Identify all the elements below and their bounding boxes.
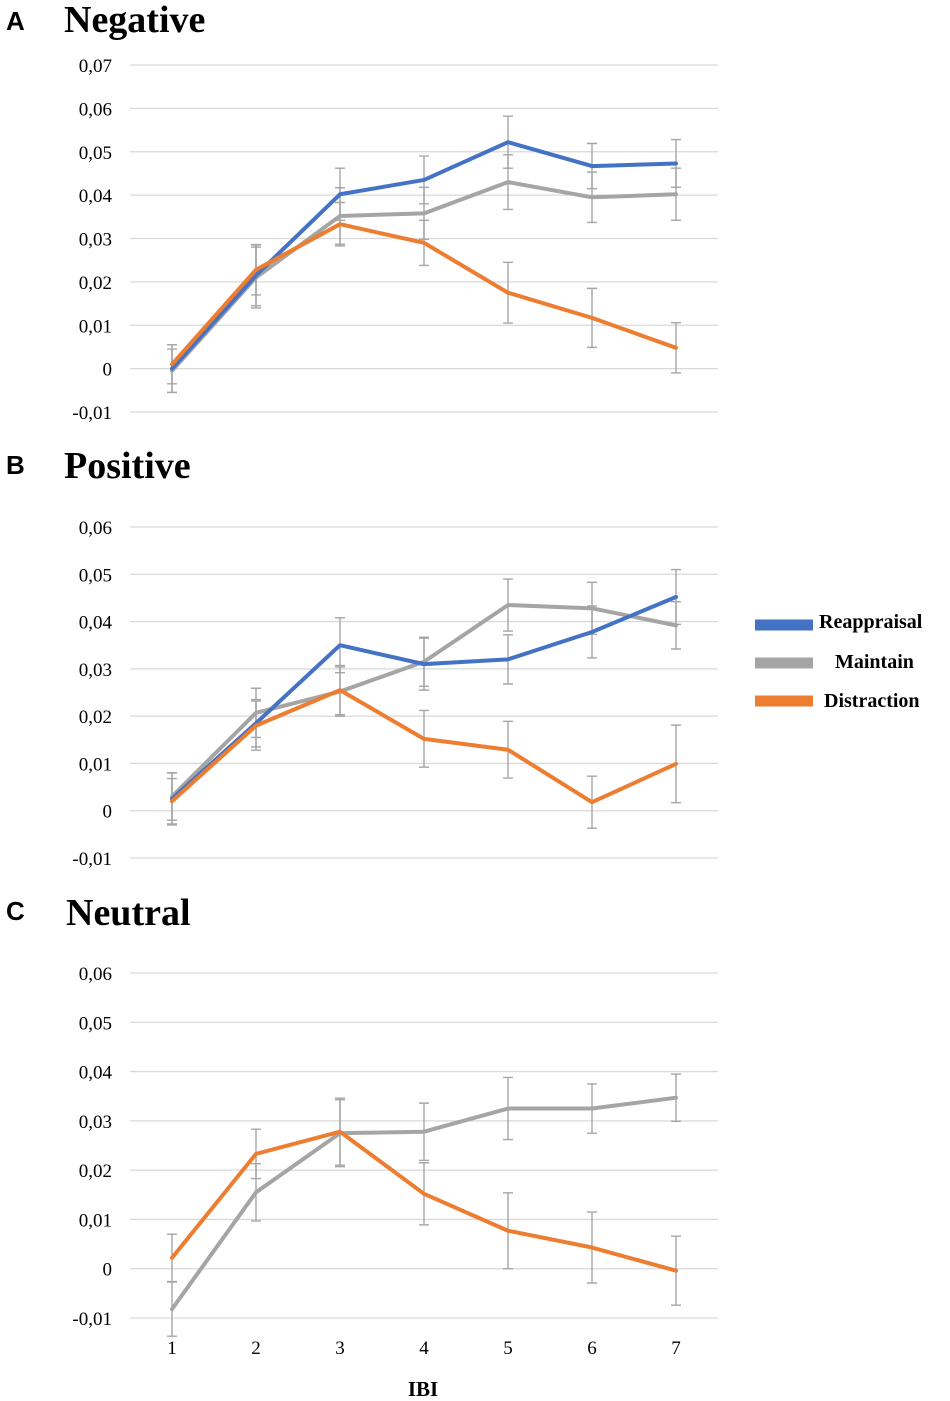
series-line-maintain-neutral	[170, 1095, 678, 1312]
x-tick-label-neutral: 4	[419, 1338, 429, 1359]
panel-negative: A Negative -0,01 0 0,01 0,02 0,03 0,04 0,05 0,0…	[6, 0, 718, 424]
plot-area-positive: -0,01 0 0,01 0,02 0,03 0,04 0,05 0,06	[72, 518, 718, 870]
y-tick-label-neutral: 0,03	[79, 1112, 112, 1133]
panel-neutral: C Neutral -0,01 0 0,01 0,02 0,03 0,04 0,05 0,06…	[6, 892, 718, 1359]
panel-letter-b: B	[6, 450, 25, 480]
y-tick-label-positive: 0,06	[79, 518, 112, 539]
y-tick-label-positive: 0	[103, 802, 113, 823]
series-line-reappraisal-negative	[170, 140, 678, 371]
y-tick-label-positive: 0,01	[79, 754, 112, 775]
x-tick-label-neutral: 6	[587, 1338, 597, 1359]
y-tick-label-positive: 0,02	[79, 707, 112, 728]
x-tick-label-neutral: 7	[671, 1338, 681, 1359]
legend-item-distraction: Distraction	[755, 690, 920, 712]
y-tick-label-negative: -0,01	[72, 403, 112, 424]
y-tick-label-negative: 0,05	[79, 143, 112, 164]
x-tick-label-neutral: 1	[167, 1338, 177, 1359]
y-tick-label-negative: 0,02	[79, 273, 112, 294]
series-line-distraction-negative	[170, 222, 678, 367]
y-tick-label-negative: 0,06	[79, 99, 112, 120]
panel-title-neutral: Neutral	[66, 892, 191, 934]
x-tick-label-neutral: 5	[503, 1338, 513, 1359]
legend: Reappraisal Maintain Distraction	[755, 611, 923, 712]
legend-label-maintain: Maintain	[835, 651, 914, 673]
legend-label-reappraisal: Reappraisal	[819, 611, 923, 633]
y-tick-label-neutral: -0,01	[72, 1309, 112, 1330]
legend-item-maintain: Maintain	[755, 651, 914, 673]
y-tick-label-neutral: 0,04	[79, 1063, 113, 1084]
panel-positive: B Positive -0,01 0 0,01 0,02 0,03 0,04 0,05 0,0…	[6, 445, 718, 870]
y-tick-label-positive: 0,05	[79, 565, 112, 586]
panel-title-positive: Positive	[64, 445, 191, 487]
y-tick-label-negative: 0	[103, 360, 113, 381]
panel-letter-c: C	[6, 896, 25, 926]
plot-area-neutral: -0,01 0 0,01 0,02 0,03 0,04 0,05 0,06 1 2 3 4 5 6 7	[72, 964, 718, 1359]
x-axis-label: IBI	[408, 1377, 438, 1401]
series-line-reappraisal-positive	[170, 594, 678, 801]
y-tick-label-neutral: 0	[103, 1260, 113, 1281]
y-tick-label-negative: 0,07	[79, 56, 112, 77]
plot-area-negative: -0,01 0 0,01 0,02 0,03 0,04 0,05 0,06 0,07	[72, 56, 718, 424]
y-tick-label-positive: -0,01	[72, 849, 112, 870]
y-tick-label-negative: 0,01	[79, 316, 112, 337]
y-tick-label-positive: 0,03	[79, 660, 112, 681]
y-tick-label-neutral: 0,02	[79, 1161, 112, 1182]
y-tick-label-neutral: 0,01	[79, 1210, 112, 1231]
series-line-distraction-positive	[170, 688, 678, 805]
legend-item-reappraisal: Reappraisal	[755, 611, 923, 633]
y-tick-label-negative: 0,04	[79, 186, 113, 207]
legend-label-distraction: Distraction	[824, 690, 920, 712]
y-tick-label-neutral: 0,06	[79, 964, 112, 985]
x-tick-label-neutral: 3	[335, 1338, 345, 1359]
y-tick-label-neutral: 0,05	[79, 1013, 112, 1034]
series-line-maintain-positive	[170, 603, 678, 799]
x-tick-label-neutral: 2	[251, 1338, 261, 1359]
y-tick-label-positive: 0,04	[79, 613, 113, 634]
series-line-distraction-neutral	[170, 1129, 678, 1273]
y-tick-label-negative: 0,03	[79, 230, 112, 251]
panel-title-negative: Negative	[64, 0, 205, 41]
panel-letter-a: A	[6, 6, 25, 36]
